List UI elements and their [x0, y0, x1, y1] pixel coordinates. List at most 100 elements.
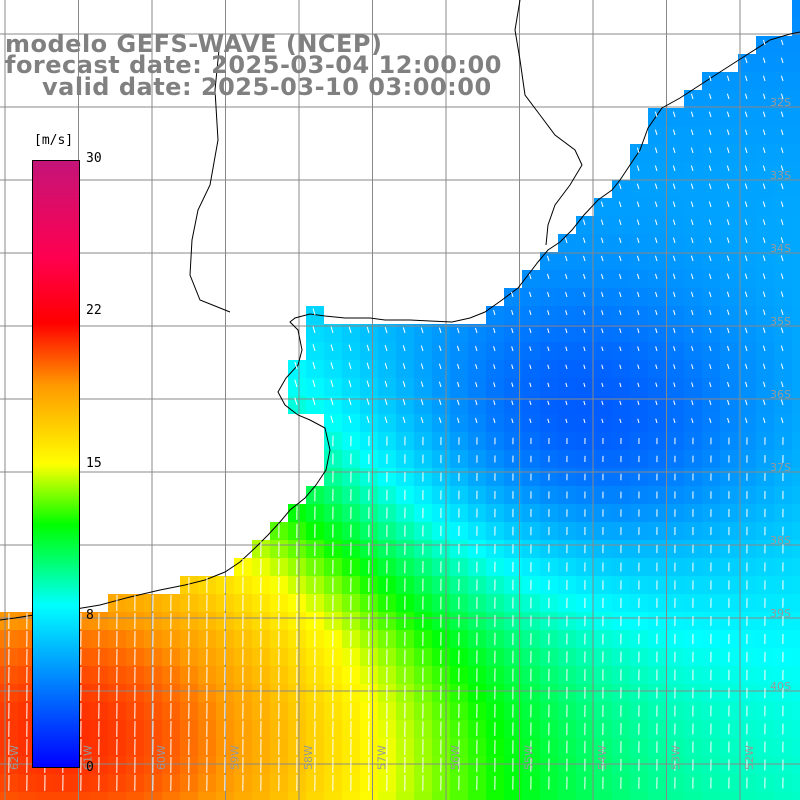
wind-arrow [547, 382, 550, 388]
wind-arrow [366, 398, 370, 406]
colorbar-tick-8: 8 [86, 608, 94, 623]
longitude-label: 54W [596, 745, 609, 770]
wind-speed-cell [144, 792, 162, 800]
wind-arrow [583, 382, 586, 388]
wind-arrow [348, 362, 352, 370]
wind-arrow [780, 183, 784, 190]
wind-arrow [637, 310, 640, 316]
wind-arrow [744, 381, 748, 388]
wind-arrow [691, 418, 694, 424]
wind-speed-cell [0, 792, 18, 800]
wind-arrow [690, 273, 694, 280]
wind-arrow [762, 345, 766, 352]
wind-arrow [744, 129, 748, 136]
wind-arrow [690, 201, 694, 208]
wind-speed-cell [702, 792, 720, 800]
wind-speed-cell [792, 504, 800, 522]
wind-arrow [565, 382, 568, 388]
wind-speed-cell [792, 162, 800, 180]
wind-arrow [727, 363, 730, 370]
wind-arrow [655, 310, 658, 316]
wind-speed-cell [198, 792, 216, 800]
wind-speed-cell [792, 432, 800, 450]
wind-arrow [402, 381, 406, 388]
wind-speed-cell [450, 792, 468, 800]
wind-arrow [420, 381, 424, 388]
wind-arrow [312, 308, 316, 316]
longitude-label: 53W [670, 745, 683, 770]
wind-arrow [618, 255, 622, 262]
wind-arrow [780, 291, 784, 298]
wind-speed-cell [792, 522, 800, 540]
title-valid-date: valid date: 2025-03-10 03:00:00 [42, 73, 492, 101]
latitude-label: 34S [770, 242, 791, 255]
wind-speed-cell [558, 792, 576, 800]
wind-arrow [438, 399, 442, 406]
wind-arrow [673, 309, 676, 316]
latitude-label: 33S [770, 169, 791, 182]
wind-arrow [709, 400, 712, 406]
wind-arrow [511, 382, 514, 388]
wind-arrow [654, 183, 658, 190]
wind-speed-cell [324, 792, 342, 800]
longitude-label: 62W [8, 745, 21, 770]
latitude-label: 32S [770, 96, 791, 109]
wind-arrow [780, 309, 784, 316]
wind-arrow [619, 382, 622, 388]
longitude-label: 59W [229, 745, 242, 770]
wind-arrow [744, 147, 748, 154]
wind-arrow [547, 273, 550, 280]
wind-speed-cell [792, 648, 800, 666]
wind-arrow [366, 416, 370, 424]
wind-speed-cell [234, 792, 252, 800]
wind-arrow [475, 327, 478, 334]
wind-speed-cell [162, 792, 180, 800]
wind-speed-cell [792, 396, 800, 414]
wind-arrow [727, 345, 730, 352]
wind-arrow [726, 273, 730, 280]
wind-speed-cell [792, 684, 800, 702]
latitude-label: 35S [770, 315, 791, 328]
wind-arrow [583, 310, 586, 316]
wind-speed-cell [522, 792, 540, 800]
wind-arrow [780, 129, 784, 136]
wind-speed-cell [414, 792, 432, 800]
wind-speed-cell [630, 792, 648, 800]
wind-arrow [619, 273, 622, 280]
wind-arrow [637, 364, 640, 370]
wind-arrow [744, 417, 748, 424]
wind-arrow [780, 39, 784, 46]
wind-arrow [600, 201, 604, 208]
wind-speed-cell [792, 450, 800, 468]
wind-arrow [601, 346, 604, 352]
wind-speed-cell [792, 702, 800, 720]
wind-speed-cell [792, 738, 800, 756]
wind-arrow [708, 129, 712, 136]
wind-arrow [618, 237, 622, 244]
wind-arrow [456, 345, 460, 352]
wind-arrow [691, 382, 694, 388]
wind-speed-cell [72, 792, 90, 800]
wind-arrow [655, 400, 658, 406]
wind-arrow [618, 219, 622, 226]
wind-arrow [708, 309, 712, 316]
wind-arrow [654, 201, 658, 208]
longitude-label: 61W [82, 745, 95, 770]
latitude-label: 37S [770, 461, 791, 474]
wind-arrow [384, 416, 388, 424]
wind-arrow [565, 400, 568, 406]
wind-arrow [420, 363, 424, 370]
wind-arrow [654, 165, 658, 172]
wind-arrow [672, 237, 676, 244]
wind-arrow [726, 237, 730, 244]
wind-arrow [312, 326, 316, 334]
wind-arrow [619, 364, 622, 370]
title-model: modelo GEFS-WAVE (NCEP) [5, 30, 383, 58]
wind-arrow [636, 273, 640, 280]
latitude-label: 38S [770, 534, 791, 547]
wind-arrow [384, 344, 388, 352]
wind-arrow [655, 382, 658, 388]
wind-speed-cell [792, 612, 800, 630]
